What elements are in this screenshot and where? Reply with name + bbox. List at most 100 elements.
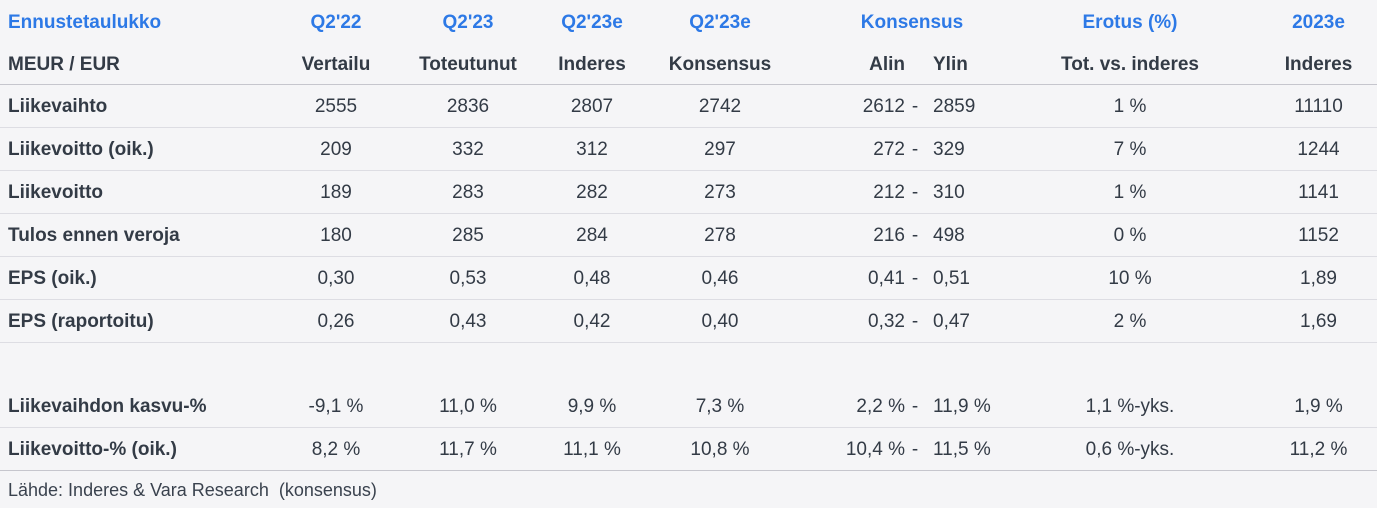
subheader-toteutunut: Toteutunut [392, 44, 544, 85]
range-separator: - [905, 428, 925, 471]
spacer-row [0, 343, 1377, 386]
table-row-liikevoitto-pct: Liikevoitto-% (oik.) 8,2 % 11,7 % 11,1 %… [0, 428, 1377, 471]
cell-vertailu: -9,1 % [280, 385, 392, 428]
footer-row: Lähde: Inderes & Vara Research (konsensu… [0, 471, 1377, 508]
cell-konsensus: 10,8 % [640, 428, 800, 471]
cell-2023e: 1,9 % [1260, 385, 1377, 428]
cell-konsensus: 0,40 [640, 300, 800, 343]
cell-toteutunut: 11,7 % [392, 428, 544, 471]
row-label: Tulos ennen veroja [0, 214, 280, 257]
cell-ylin: 2859 [925, 85, 1000, 128]
range-separator: - [905, 214, 925, 257]
cell-vertailu: 209 [280, 128, 392, 171]
cell-konsensus: 297 [640, 128, 800, 171]
cell-toteutunut: 2836 [392, 85, 544, 128]
cell-erotus: 10 % [1000, 257, 1260, 300]
cell-erotus: 0,6 %-yks. [1000, 428, 1260, 471]
period-header-row: Ennustetaulukko Q2'22 Q2'23 Q2'23e Q2'23… [0, 0, 1377, 44]
table-row-liikevaihdon-kasvu: Liikevaihdon kasvu-% -9,1 % 11,0 % 9,9 %… [0, 385, 1377, 428]
cell-ylin: 0,51 [925, 257, 1000, 300]
col-header-q223: Q2'23 [392, 0, 544, 44]
range-separator: - [905, 171, 925, 214]
range-separator: - [905, 257, 925, 300]
cell-vertailu: 180 [280, 214, 392, 257]
cell-vertailu: 2555 [280, 85, 392, 128]
cell-ylin: 329 [925, 128, 1000, 171]
cell-inderes: 312 [544, 128, 640, 171]
row-label: Liikevaihdon kasvu-% [0, 385, 280, 428]
cell-erotus: 2 % [1000, 300, 1260, 343]
row-label: EPS (oik.) [0, 257, 280, 300]
cell-inderes: 0,42 [544, 300, 640, 343]
range-separator: - [905, 128, 925, 171]
cell-2023e: 11,2 % [1260, 428, 1377, 471]
row-label: Liikevoitto [0, 171, 280, 214]
col-header-erotus: Erotus (%) [1000, 0, 1260, 44]
cell-toteutunut: 0,53 [392, 257, 544, 300]
subheader-inderes-2023e: Inderes [1260, 44, 1377, 85]
cell-2023e: 1,69 [1260, 300, 1377, 343]
row-label: Liikevaihto [0, 85, 280, 128]
cell-alin: 0,32 [800, 300, 905, 343]
cell-inderes: 282 [544, 171, 640, 214]
col-header-2023e: 2023e [1260, 0, 1377, 44]
table-row-liikevoitto: Liikevoitto 189 283 282 273 212 - 310 1 … [0, 171, 1377, 214]
cell-inderes: 0,48 [544, 257, 640, 300]
table-row-eps-oik: EPS (oik.) 0,30 0,53 0,48 0,46 0,41 - 0,… [0, 257, 1377, 300]
col-header-q222: Q2'22 [280, 0, 392, 44]
cell-toteutunut: 332 [392, 128, 544, 171]
cell-alin: 10,4 % [800, 428, 905, 471]
cell-konsensus: 278 [640, 214, 800, 257]
table-row-liikevoitto-oik: Liikevoitto (oik.) 209 332 312 297 272 -… [0, 128, 1377, 171]
subheader-range-gap [905, 44, 925, 85]
row-label: EPS (raportoitu) [0, 300, 280, 343]
subheader-inderes: Inderes [544, 44, 640, 85]
cell-inderes: 284 [544, 214, 640, 257]
cell-erotus: 1,1 %-yks. [1000, 385, 1260, 428]
subheader-vertailu: Vertailu [280, 44, 392, 85]
row-label: Liikevoitto-% (oik.) [0, 428, 280, 471]
range-separator: - [905, 85, 925, 128]
cell-toteutunut: 11,0 % [392, 385, 544, 428]
cell-toteutunut: 0,43 [392, 300, 544, 343]
cell-inderes: 11,1 % [544, 428, 640, 471]
cell-ylin: 11,9 % [925, 385, 1000, 428]
subheader-alin: Alin [800, 44, 905, 85]
cell-2023e: 1,89 [1260, 257, 1377, 300]
source-note: Lähde: Inderes & Vara Research (konsensu… [0, 471, 1377, 508]
table-row-eps-raportoitu: EPS (raportoitu) 0,26 0,43 0,42 0,40 0,3… [0, 300, 1377, 343]
cell-ylin: 11,5 % [925, 428, 1000, 471]
cell-alin: 216 [800, 214, 905, 257]
subheader-konsensus: Konsensus [640, 44, 800, 85]
cell-erotus: 0 % [1000, 214, 1260, 257]
cell-erotus: 7 % [1000, 128, 1260, 171]
cell-toteutunut: 285 [392, 214, 544, 257]
cell-vertailu: 0,30 [280, 257, 392, 300]
table-title: Ennustetaulukko [0, 0, 280, 44]
subheader-row: MEUR / EUR Vertailu Toteutunut Inderes K… [0, 44, 1377, 85]
cell-inderes: 9,9 % [544, 385, 640, 428]
cell-2023e: 1141 [1260, 171, 1377, 214]
cell-alin: 272 [800, 128, 905, 171]
row-label: Liikevoitto (oik.) [0, 128, 280, 171]
col-header-q223e-inderes: Q2'23e [544, 0, 640, 44]
cell-2023e: 1244 [1260, 128, 1377, 171]
cell-toteutunut: 283 [392, 171, 544, 214]
cell-vertailu: 8,2 % [280, 428, 392, 471]
cell-konsensus: 2742 [640, 85, 800, 128]
cell-alin: 2,2 % [800, 385, 905, 428]
unit-label: MEUR / EUR [0, 44, 280, 85]
subheader-ylin: Ylin [925, 44, 1000, 85]
col-header-q223e-konsensus: Q2'23e [640, 0, 800, 44]
table-row-liikevaihto: Liikevaihto 2555 2836 2807 2742 2612 - 2… [0, 85, 1377, 128]
cell-ylin: 0,47 [925, 300, 1000, 343]
cell-alin: 212 [800, 171, 905, 214]
cell-erotus: 1 % [1000, 171, 1260, 214]
range-separator: - [905, 385, 925, 428]
cell-alin: 2612 [800, 85, 905, 128]
cell-ylin: 310 [925, 171, 1000, 214]
cell-vertailu: 0,26 [280, 300, 392, 343]
cell-2023e: 1152 [1260, 214, 1377, 257]
